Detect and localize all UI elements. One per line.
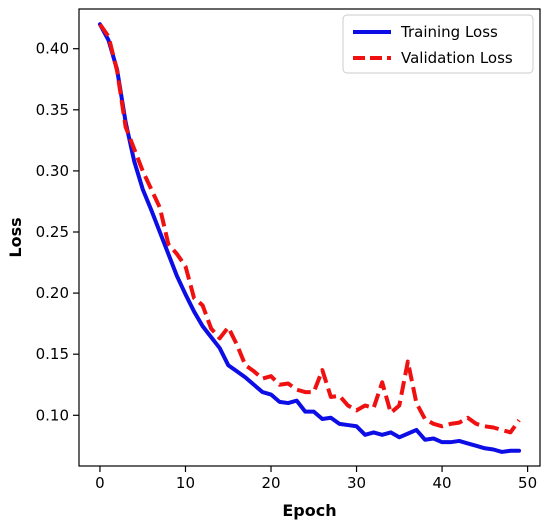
legend: Training Loss Validation Loss <box>342 14 534 74</box>
validation-loss-line <box>98 23 521 435</box>
y-tick-label: 0.35 <box>36 101 69 119</box>
y-tick-label: 0.10 <box>36 406 69 424</box>
x-axis-title: Epoch <box>282 501 336 520</box>
axes-layer: 0 10 20 30 40 50 0.10 0.15 0.20 0.25 0.30 0.35 0.40 E… <box>6 8 541 520</box>
y-axis-title: Loss <box>6 217 25 257</box>
series-layer <box>97 22 522 454</box>
plot-frame <box>78 8 541 467</box>
training-loss-line <box>97 22 522 454</box>
y-tick-label: 0.15 <box>36 345 69 363</box>
x-tick-label: 10 <box>176 474 195 492</box>
y-tick-label: 0.25 <box>36 223 69 241</box>
y-tick-label: 0.20 <box>36 284 69 302</box>
y-tick-label: 0.30 <box>36 162 69 180</box>
y-tick-label: 0.40 <box>36 40 69 58</box>
x-tick-label: 30 <box>347 474 366 492</box>
x-tick-label: 40 <box>433 474 452 492</box>
legend-label-training-loss: Training Loss <box>400 23 498 41</box>
legend-label-validation-loss: Validation Loss <box>401 49 513 67</box>
x-tick-label: 20 <box>261 474 280 492</box>
x-tick-label: 0 <box>95 474 105 492</box>
x-tick-label: 50 <box>518 474 537 492</box>
